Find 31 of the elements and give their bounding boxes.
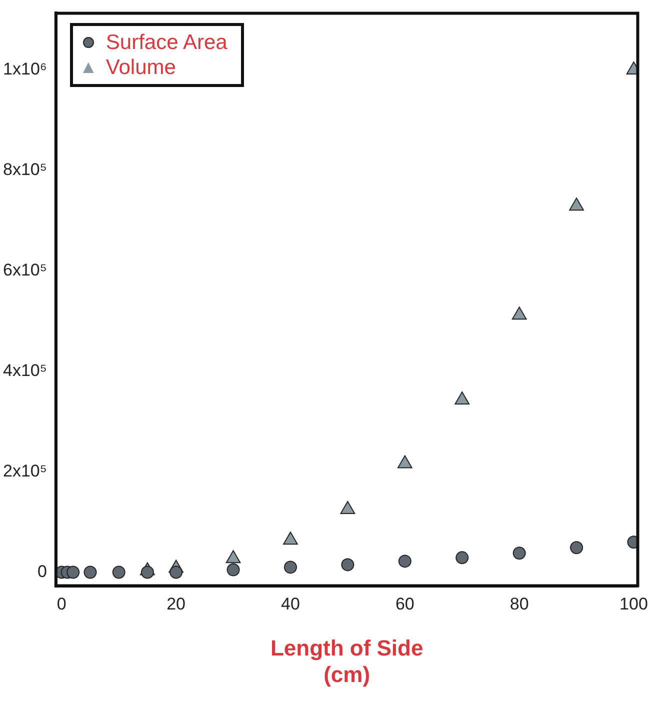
point bbox=[170, 566, 183, 579]
x-axis-title: Length of Side (cm) bbox=[270, 635, 424, 687]
y-tick-label: 0 bbox=[37, 562, 47, 581]
point bbox=[226, 563, 240, 576]
point bbox=[456, 551, 469, 564]
y-tick-label: 8x10⁵ bbox=[2, 160, 47, 180]
point bbox=[398, 554, 412, 568]
x-tick-label: 100 bbox=[620, 594, 648, 614]
point bbox=[397, 455, 412, 468]
point bbox=[140, 566, 154, 579]
x-tick-label: 0 bbox=[56, 594, 66, 614]
y-tick-label: 4x10⁵ bbox=[2, 361, 47, 380]
y-tick-label: 1x10⁶ bbox=[3, 60, 47, 79]
point bbox=[512, 546, 526, 560]
point bbox=[341, 558, 354, 572]
x-tick-label: 20 bbox=[166, 594, 186, 614]
point bbox=[284, 560, 297, 574]
y-tick-label: 2x10⁵ bbox=[2, 461, 47, 480]
legend-label: Volume bbox=[106, 55, 176, 80]
point bbox=[569, 198, 584, 211]
point bbox=[512, 306, 527, 320]
x-tick-label: 60 bbox=[395, 594, 414, 614]
point bbox=[66, 566, 80, 579]
x-tick-label: 40 bbox=[281, 594, 300, 614]
y-tick-label: 6x10⁵ bbox=[2, 260, 47, 280]
x-tick-label: 80 bbox=[510, 594, 529, 614]
point bbox=[454, 391, 470, 404]
point bbox=[84, 566, 97, 579]
point bbox=[112, 566, 126, 579]
point bbox=[570, 541, 584, 554]
legend-label: Surface Area bbox=[106, 30, 228, 56]
